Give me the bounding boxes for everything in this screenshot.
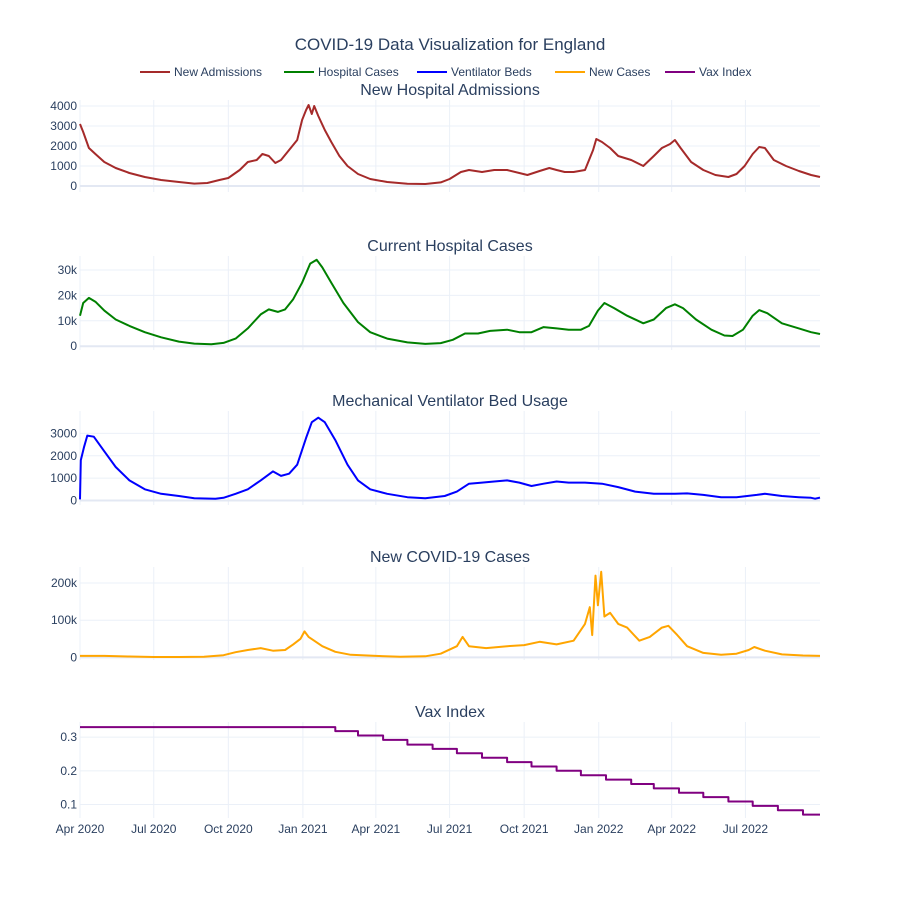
subplot-title: New COVID-19 Cases	[370, 549, 530, 566]
y-tick-label: 0	[70, 494, 77, 508]
y-tick-label: 0	[70, 339, 77, 353]
y-tick-label: 20k	[58, 288, 78, 302]
y-tick-label: 100k	[51, 613, 78, 627]
x-tick-label: Jul 2022	[723, 822, 769, 836]
legend-label: Vax Index	[699, 65, 751, 79]
x-tick-label: Oct 2021	[500, 822, 549, 836]
y-tick-label: 1000	[50, 471, 77, 485]
y-tick-label: 2000	[50, 139, 77, 153]
y-tick-label: 0.3	[60, 730, 77, 744]
subplot-vax-index: 0.1 0.2 0.3 Vax Index	[60, 704, 820, 818]
x-tick-label: Jul 2021	[427, 822, 473, 836]
x-tick-label: Apr 2022	[647, 822, 696, 836]
subplots: 0 1000 2000 3000 4000 New Hospital Admissions…	[50, 82, 821, 818]
y-tick-label: 0.2	[60, 764, 77, 778]
y-tick-label: 4000	[50, 99, 77, 113]
x-axis: Apr 2020 Jul 2020 Oct 2020 Jan 2021 Apr 2021…	[56, 822, 769, 836]
chart-title: COVID-19 Data Visualization for England	[295, 35, 606, 54]
x-tick-label: Jan 2021	[278, 822, 328, 836]
subplot-mechanical-ventilator-bed-usage: 0 1000 2000 3000 Mechanical Ventilator Bed U…	[50, 393, 821, 508]
subplot-title: Current Hospital Cases	[367, 238, 532, 255]
subplot-new-hospital-admissions: 0 1000 2000 3000 4000 New Hospital Admissions	[50, 82, 821, 193]
y-tick-label: 30k	[58, 263, 78, 277]
series-line-new-admissions[interactable]	[79, 104, 821, 185]
y-tick-label: 10k	[58, 314, 78, 328]
legend-label: Ventilator Beds	[451, 65, 532, 79]
subplot-new-covid-19-cases: 0 100k 200k New COVID-19 Cases	[51, 549, 821, 664]
legend-label: Hospital Cases	[318, 65, 399, 79]
y-tick-label: 3000	[50, 426, 77, 440]
legend-item-new-admissions[interactable]: New Admissions	[140, 65, 262, 79]
series-line-new-cases[interactable]	[80, 570, 821, 658]
legend[interactable]: New Admissions Hospital Cases Ventilator B…	[140, 65, 751, 79]
series-line-hospital-cases[interactable]	[79, 258, 821, 346]
legend-item-hospital-cases[interactable]: Hospital Cases	[284, 65, 399, 79]
subplot-current-hospital-cases: 0 10k 20k 30k Current Hospital Cases	[58, 238, 821, 353]
subplot-title: Vax Index	[415, 704, 485, 721]
legend-label: New Cases	[589, 65, 650, 79]
x-tick-label: Apr 2020	[56, 822, 105, 836]
legend-label: New Admissions	[174, 65, 262, 79]
legend-item-ventilator-beds[interactable]: Ventilator Beds	[417, 65, 532, 79]
x-tick-label: Jul 2020	[131, 822, 177, 836]
y-tick-label: 0.1	[60, 798, 77, 812]
y-tick-label: 2000	[50, 449, 77, 463]
x-tick-label: Apr 2021	[351, 822, 400, 836]
y-tick-label: 0	[70, 179, 77, 193]
subplot-title: New Hospital Admissions	[360, 82, 540, 99]
y-tick-label: 1000	[50, 159, 77, 173]
y-tick-label: 0	[70, 650, 77, 664]
legend-item-new-cases[interactable]: New Cases	[555, 65, 650, 79]
y-tick-label: 3000	[50, 119, 77, 133]
subplot-title: Mechanical Ventilator Bed Usage	[332, 393, 568, 410]
series-line-ventilator-beds[interactable]	[79, 416, 821, 500]
series-line-vax-index[interactable]	[80, 726, 820, 816]
x-tick-label: Jan 2022	[574, 822, 624, 836]
legend-item-vax-index[interactable]: Vax Index	[665, 65, 751, 79]
x-tick-label: Oct 2020	[204, 822, 253, 836]
y-tick-label: 200k	[51, 576, 78, 590]
